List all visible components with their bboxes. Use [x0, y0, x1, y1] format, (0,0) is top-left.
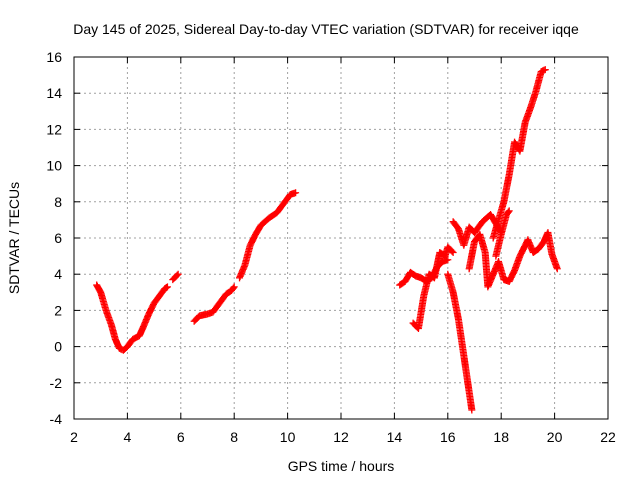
segment-1 [93, 281, 171, 354]
segment-3 [190, 283, 238, 325]
series-trace [191, 284, 237, 324]
segment-6 [409, 243, 457, 332]
series-trace [492, 208, 512, 259]
x-axis-label: GPS time / hours [288, 458, 395, 474]
segment-4 [236, 189, 300, 282]
y-axis-label: SDTVAR / TECUs [6, 182, 22, 294]
series-trace [236, 189, 298, 280]
series-trace [490, 66, 548, 240]
x-tick-label: 16 [440, 429, 456, 445]
segment-9 [465, 229, 561, 291]
segment-8 [449, 210, 505, 249]
y-tick-label: 16 [46, 49, 62, 65]
series-trace [93, 282, 171, 354]
segment-7 [444, 270, 476, 414]
series-trace [410, 244, 456, 331]
x-tick-label: 2 [70, 429, 78, 445]
series-trace [465, 230, 561, 289]
chart-title: Day 145 of 2025, Sidereal Day-to-day VTE… [73, 21, 579, 37]
y-tick-label: 4 [54, 266, 62, 282]
x-tick-label: 12 [333, 429, 349, 445]
x-tick-label: 6 [177, 429, 185, 445]
series-trace [170, 271, 181, 283]
y-tick-label: -4 [50, 411, 63, 427]
y-tick-label: 12 [46, 121, 62, 137]
y-tick-label: 2 [54, 302, 62, 318]
y-tick-label: 0 [54, 339, 62, 355]
x-tick-label: 10 [280, 429, 296, 445]
x-tick-label: 14 [387, 429, 403, 445]
x-tick-label: 20 [547, 429, 563, 445]
y-tick-label: 6 [54, 230, 62, 246]
x-tick-label: 4 [124, 429, 132, 445]
y-tick-label: -2 [50, 375, 63, 391]
y-tick-label: 8 [54, 194, 62, 210]
axis-ticks: 2 4 6 8 10 12 14 16 18 20 22 -4 -2 0 2 4 6 8 10 12 14 16 [46, 49, 616, 445]
x-tick-label: 8 [230, 429, 238, 445]
segment-2 [169, 270, 182, 284]
series-trace [450, 212, 504, 248]
y-tick-label: 10 [46, 158, 62, 174]
segment-10 [489, 66, 549, 242]
series-trace [444, 272, 476, 412]
x-tick-label: 22 [600, 429, 616, 445]
y-tick-label: 14 [46, 85, 62, 101]
data-points [93, 66, 561, 414]
x-tick-label: 18 [493, 429, 509, 445]
segment-11 [492, 207, 513, 260]
grid-lines [74, 57, 608, 419]
